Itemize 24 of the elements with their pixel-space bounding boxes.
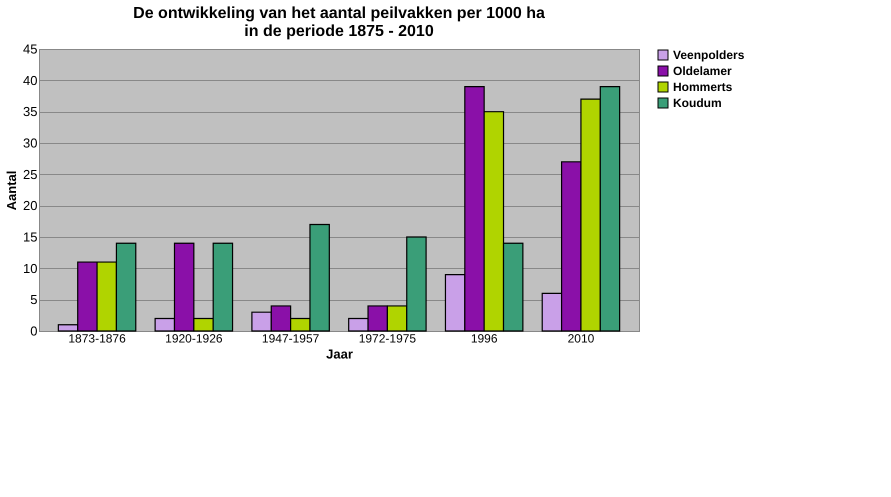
y-tick-label: 40 [23,72,38,88]
x-tick-label: 1947-1957 [262,332,320,346]
x-tick-label: 2010 [568,332,595,346]
x-tick-label: 1972-1975 [358,332,416,346]
text: De ontwikkeling van het aantal peilvakken per 1000 ha [133,5,545,22]
legend-label: Hommerts [673,80,733,94]
y-tick-label: 5 [30,292,38,308]
x-tick-label: 1996 [470,332,498,346]
x-tick-label: 1920-1926 [165,332,223,346]
y-tick-label: 25 [23,166,38,182]
y-tick-label: 35 [23,104,38,120]
text: in de periode 1875 - 2010 [244,23,434,40]
y-tick-label: 45 [23,42,38,56]
y-tick-label: 10 [23,260,38,276]
y-axis-title: Aantal [4,170,20,210]
y-tick-label: 20 [23,198,38,214]
y-tick-label: 15 [23,230,38,244]
legend-label: Oldelamer [673,64,732,78]
y-tick-label: 0 [30,324,38,338]
y-tick-label: 30 [23,136,38,150]
legend-label: Koudum [673,96,722,110]
x-tick-label: 1873-1876 [68,332,126,346]
x-axis-title: Jaar [326,346,353,362]
legend-label: Veenpolders [673,48,745,62]
